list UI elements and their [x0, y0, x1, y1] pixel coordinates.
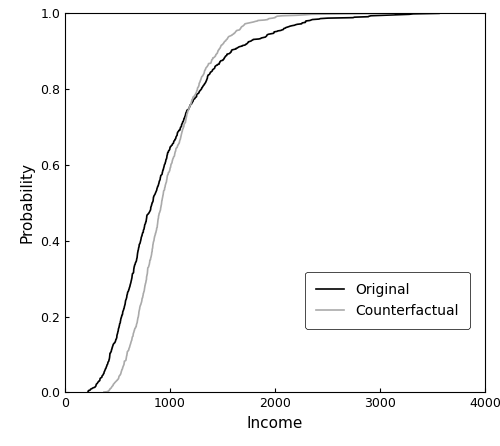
X-axis label: Income: Income [247, 416, 303, 431]
Counterfactual [166, 169, 172, 175]
Original [85, 389, 91, 395]
Original [187, 102, 193, 107]
Original [166, 148, 172, 153]
Y-axis label: Probability: Probability [20, 162, 34, 244]
Counterfactual [188, 102, 194, 107]
Counterfactual [172, 148, 178, 153]
Counterfactual [390, 11, 396, 16]
Legend: Original, Counterfactual: Original, Counterfactual [305, 272, 470, 329]
Original [436, 11, 442, 16]
Counterfactual [204, 63, 210, 69]
Counterfactual [120, 366, 126, 372]
Original [160, 169, 166, 175]
Line: Counterfactual: Counterfactual [104, 13, 394, 392]
Line: Original: Original [88, 13, 439, 392]
Original [102, 366, 108, 372]
Original [162, 160, 168, 165]
Counterfactual [101, 389, 107, 395]
Original [212, 63, 218, 69]
Counterfactual [169, 160, 175, 165]
